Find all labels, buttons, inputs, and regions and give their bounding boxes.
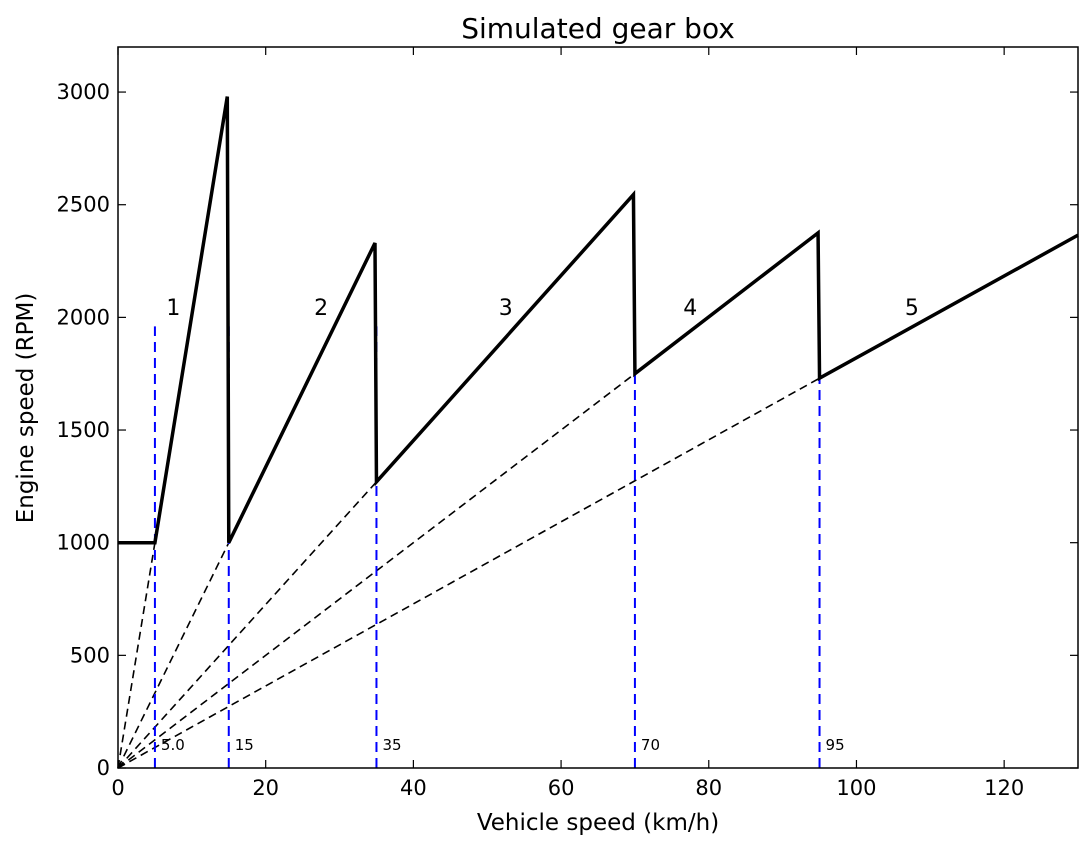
y-tick-label-0: 0 <box>97 756 110 780</box>
shift-label-3: 35 <box>382 736 401 754</box>
x-tick-label-5: 100 <box>836 776 876 800</box>
x-tick-label-3: 60 <box>548 776 575 800</box>
x-tick-label-2: 40 <box>400 776 427 800</box>
gear-ratio-line-5 <box>117 377 820 769</box>
shift-label-5: 95 <box>826 736 845 754</box>
y-tick-label-6: 3000 <box>57 80 110 104</box>
shift-label-1: 5.0 <box>161 736 185 754</box>
shift-label-2: 15 <box>235 736 254 754</box>
gear-ratio-line-2 <box>117 542 230 769</box>
y-tick-label-4: 2000 <box>57 305 110 329</box>
plot-frame <box>117 46 1079 769</box>
y-tick-label-1: 500 <box>70 643 110 667</box>
y-tick-label-3: 1500 <box>57 418 110 442</box>
axis-ticks: 0 20 40 60 80 100 120 0 500 1000 1500 2000 2500 3000 <box>57 47 1078 800</box>
gear-label-1: 1 <box>166 296 180 321</box>
shift-label-4: 70 <box>641 736 660 754</box>
gear-label-4: 4 <box>683 296 697 321</box>
x-tick-label-1: 20 <box>252 776 279 800</box>
y-tick-label-5: 2500 <box>57 193 110 217</box>
x-tick-label-4: 80 <box>695 776 722 800</box>
engine-speed-line <box>118 96 1079 545</box>
gear-label-5: 5 <box>905 296 919 321</box>
x-axis-label: Vehicle speed (km/h) <box>477 810 719 836</box>
y-tick-label-2: 1000 <box>57 531 110 555</box>
x-tick-label-0: 0 <box>111 776 124 800</box>
chart-title: Simulated gear box <box>461 12 735 45</box>
plot-area: 5.0 15 35 70 95 1 2 3 4 5 <box>117 96 1079 769</box>
x-tick-label-6: 120 <box>984 776 1024 800</box>
y-axis-label: Engine speed (RPM) <box>13 293 39 524</box>
gear-label-3: 3 <box>499 296 513 321</box>
gear-label-2: 2 <box>314 296 328 321</box>
